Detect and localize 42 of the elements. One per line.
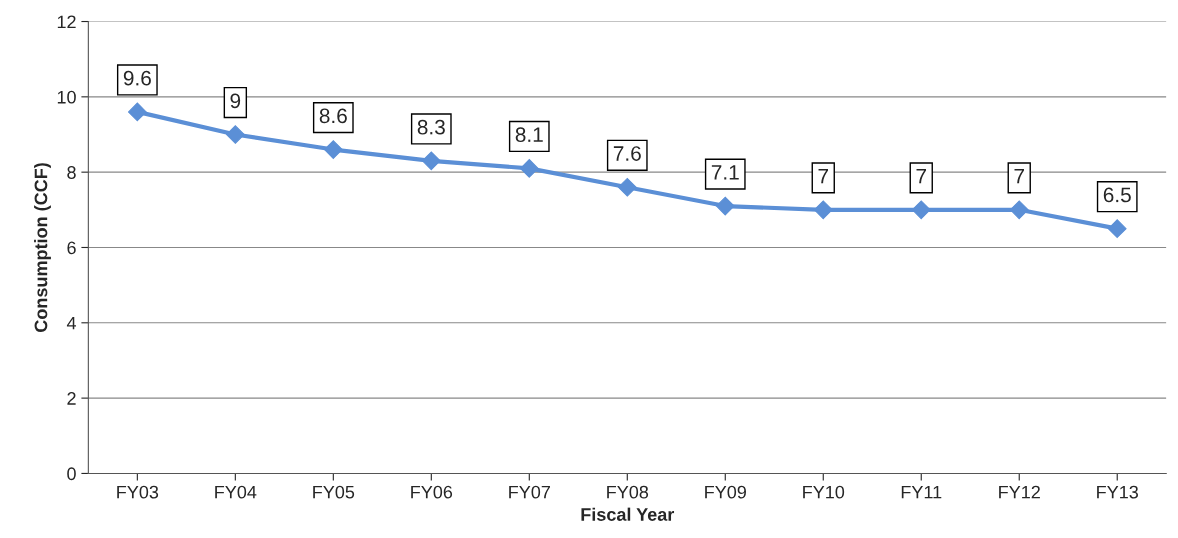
- x-tick-label: FY07: [509, 485, 550, 499]
- point: [911, 200, 931, 220]
- x-tick-label: FY09: [705, 485, 746, 499]
- data-label: 8.1: [515, 127, 543, 143]
- x-tick-label: FY13: [1097, 485, 1139, 499]
- x-tick-label: FY10: [803, 485, 845, 499]
- x-tick-label: FY11: [901, 485, 942, 499]
- point: [519, 159, 539, 178]
- data-label: 9.6: [123, 70, 151, 86]
- x-tick-label: FY08: [607, 485, 649, 499]
- data-label: 8.6: [319, 108, 347, 124]
- x-tick-label: FY04: [215, 485, 257, 499]
- y-tick-label: 0: [67, 467, 76, 481]
- y-tick-label: 10: [57, 90, 76, 104]
- point: [813, 200, 833, 220]
- point: [1107, 219, 1127, 239]
- x-axis-title: Fiscal Year: [581, 507, 675, 521]
- data-label: 7: [916, 168, 926, 184]
- point: [617, 177, 637, 197]
- data-label: 9: [230, 93, 241, 109]
- data-label: 7: [818, 168, 829, 184]
- y-tick-label: 8: [67, 166, 76, 179]
- point: [323, 140, 343, 159]
- x-tick-label: FY05: [313, 485, 355, 499]
- point: [715, 196, 735, 216]
- y-axis-title: Consumption (CCF): [34, 163, 51, 332]
- point: [225, 125, 245, 144]
- x-tick-label: FY06: [411, 485, 453, 499]
- y-tick-label: 6: [67, 241, 76, 255]
- point: [127, 102, 147, 122]
- data-label: 8.3: [417, 119, 445, 135]
- x-tick-label: FY03: [117, 485, 159, 499]
- y-tick-label: 4: [66, 316, 77, 330]
- point: [1009, 200, 1029, 220]
- data-label: 7.6: [613, 146, 641, 161]
- data-label: 7: [1014, 168, 1024, 184]
- point: [421, 151, 441, 171]
- x-tick-label: FY12: [999, 485, 1040, 499]
- data-label: 6.5: [1103, 187, 1131, 203]
- y-tick-label: 12: [57, 15, 76, 29]
- data-label: 7.1: [711, 165, 739, 180]
- y-tick-label: 2: [67, 392, 76, 405]
